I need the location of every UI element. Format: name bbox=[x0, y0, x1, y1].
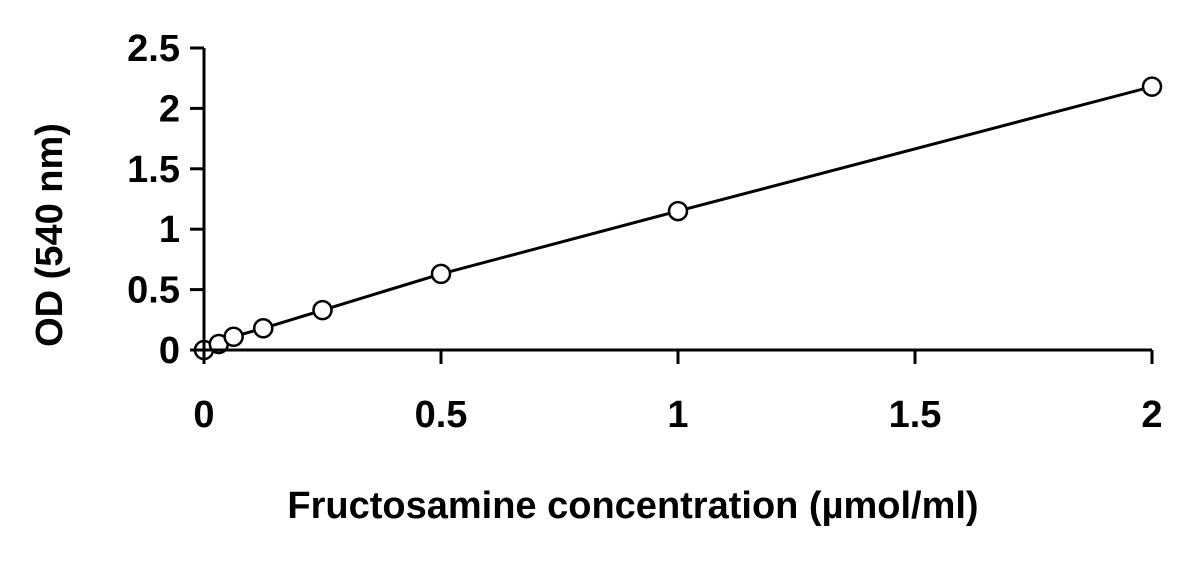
y-tick-label: 0.5 bbox=[127, 270, 180, 312]
y-tick-label: 1 bbox=[159, 209, 180, 251]
data-point bbox=[253, 318, 274, 339]
y-axis-title: OD (540 nm) bbox=[29, 123, 71, 347]
x-tick-label: 0 bbox=[193, 394, 214, 436]
y-tick-label: 2 bbox=[159, 88, 180, 130]
x-axis-title: Fructosamine concentration (µmol/ml) bbox=[287, 485, 978, 527]
y-tick-label: 0 bbox=[159, 330, 180, 372]
y-tick-label: 1.5 bbox=[127, 149, 180, 191]
data-point bbox=[223, 326, 244, 347]
x-tick-label: 0.5 bbox=[415, 394, 468, 436]
plot-area bbox=[193, 76, 1163, 361]
data-point bbox=[667, 200, 689, 222]
y-tick-label: 2.5 bbox=[127, 28, 180, 70]
x-tick-label: 1.5 bbox=[889, 394, 942, 436]
axes: 0 0.5 1 1.5 2 2.5 0 0.5 1 1.5 2 bbox=[127, 28, 1162, 436]
x-tick-label: 2 bbox=[1141, 394, 1162, 436]
data-point bbox=[430, 263, 452, 285]
data-point bbox=[1141, 76, 1163, 97]
data-point bbox=[312, 299, 333, 321]
x-tick-label: 1 bbox=[667, 394, 688, 436]
